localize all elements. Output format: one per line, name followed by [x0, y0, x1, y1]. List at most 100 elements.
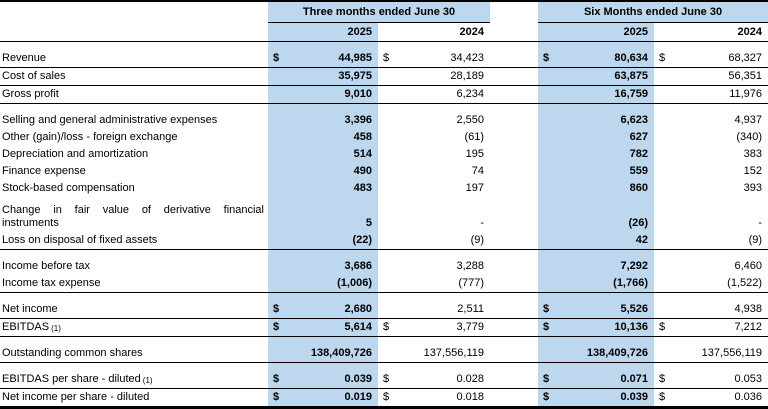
currency-symbol: $	[383, 391, 390, 403]
year-2025-q: 2025	[268, 22, 378, 42]
value-cell: 74	[471, 165, 485, 177]
column-gap	[490, 129, 538, 146]
table-row: Depreciation and amortization 514 195 782 38…	[0, 146, 768, 163]
value-cell: (340)	[736, 131, 763, 143]
table-row: Outstanding common shares 138,409,726 137,…	[0, 345, 768, 363]
currency-symbol	[268, 112, 284, 129]
value-cell: 68,327	[670, 50, 768, 68]
value-cell: (9)	[394, 232, 491, 250]
column-gap	[490, 318, 539, 337]
currency-symbol	[268, 85, 284, 104]
row-label: Finance expense	[2, 165, 86, 177]
row-label: Selling and general administrative expen…	[2, 114, 218, 126]
value-cell: 0.039	[554, 388, 655, 408]
table-header: Three months ended June 30 Six Months en…	[0, 1, 768, 42]
table-body: Revenue $44,985 $34,423 $80,634 $68,327 Cost …	[0, 41, 768, 408]
value-cell: 383	[743, 148, 763, 160]
value-cell	[670, 337, 768, 346]
currency-symbol	[654, 67, 671, 86]
label-col-spacer	[0, 1, 268, 23]
row-label: Depreciation and amortization	[2, 148, 149, 160]
value-cell	[554, 249, 655, 258]
table-row: Net income $2,680 2,511 $5,526 4,938	[0, 301, 768, 319]
currency-symbol: $	[659, 391, 666, 403]
footnote-marker: (1)	[142, 376, 153, 385]
value-cell: 4,938	[670, 301, 768, 319]
currency-symbol	[538, 258, 555, 275]
value-cell: 490	[284, 163, 378, 180]
currency-symbol: $	[268, 371, 284, 389]
currency-symbol: $	[538, 301, 555, 319]
currency-symbol: $	[654, 318, 671, 337]
value-cell: (1,006)	[284, 275, 378, 293]
currency-symbol	[268, 180, 284, 197]
group-gap	[490, 1, 538, 23]
currency-symbol	[268, 146, 284, 163]
column-gap	[490, 389, 538, 408]
currency-symbol	[268, 292, 284, 301]
currency-symbol	[378, 258, 394, 275]
table-row: Income before tax 3,686 3,288 7,292 6,460	[0, 258, 768, 275]
spacer-row	[0, 103, 768, 113]
currency-symbol	[268, 129, 284, 146]
value-cell	[284, 41, 378, 50]
currency-symbol	[654, 293, 670, 302]
currency-symbol	[268, 345, 284, 363]
value-cell: -	[480, 217, 485, 229]
value-cell	[554, 292, 655, 301]
currency-symbol	[378, 293, 394, 302]
value-cell	[394, 337, 490, 346]
currency-symbol: $	[654, 50, 671, 68]
currency-symbol	[654, 258, 670, 275]
currency-symbol	[378, 301, 394, 319]
table-row: EBITDAS per share - diluted (1) $0.039 $0.0…	[0, 371, 768, 389]
row-label: Change in fair value of derivative finan…	[2, 204, 264, 229]
currency-symbol	[654, 180, 670, 197]
value-cell	[670, 293, 768, 302]
currency-symbol	[538, 345, 555, 363]
currency-symbol	[538, 336, 555, 345]
table-row: Selling and general administrative expen…	[0, 112, 768, 129]
value-cell	[554, 103, 655, 112]
value-cell: 138,409,726	[284, 345, 378, 363]
value-cell: 138,409,726	[554, 345, 655, 363]
currency-symbol	[538, 197, 555, 232]
value-cell: 44,985	[284, 50, 378, 68]
value-cell: 6,460	[734, 260, 763, 272]
label-col-spacer	[0, 22, 268, 42]
value-cell	[554, 362, 655, 371]
currency-symbol	[538, 146, 555, 163]
currency-symbol	[538, 232, 555, 250]
value-cell: 137,556,119	[394, 345, 491, 363]
value-cell: 5,614	[284, 318, 378, 337]
value-cell: 559	[554, 163, 655, 180]
row-label	[0, 363, 268, 372]
currency-symbol	[654, 42, 670, 51]
column-gap	[490, 104, 538, 113]
currency-symbol	[268, 163, 284, 180]
table-row: Change in fair value of derivative finan…	[0, 197, 768, 232]
row-label: Income tax expense	[0, 275, 268, 293]
currency-symbol: $	[268, 388, 284, 408]
currency-symbol: $	[538, 318, 555, 337]
value-cell: 782	[554, 146, 655, 163]
currency-symbol	[654, 129, 670, 146]
currency-symbol	[654, 197, 670, 232]
column-gap	[490, 180, 538, 197]
value-cell: 2,680	[284, 301, 378, 319]
column-gap	[490, 50, 539, 68]
column-gap	[490, 42, 538, 51]
value-cell	[284, 292, 378, 301]
value-cell: 0.039	[284, 371, 378, 389]
table-row: Loss on disposal of fixed assets (22) (9) 4…	[0, 232, 768, 250]
value-cell: 35,975	[284, 67, 378, 86]
value-cell: (26)	[554, 197, 655, 232]
value-cell: 3,779	[394, 318, 491, 337]
currency-symbol	[654, 163, 670, 180]
column-gap	[490, 363, 538, 372]
value-cell	[554, 41, 655, 50]
currency-symbol	[268, 103, 284, 112]
value-cell: 483	[284, 180, 378, 197]
value-cell: 0.053	[670, 371, 768, 389]
currency-symbol	[268, 275, 284, 293]
